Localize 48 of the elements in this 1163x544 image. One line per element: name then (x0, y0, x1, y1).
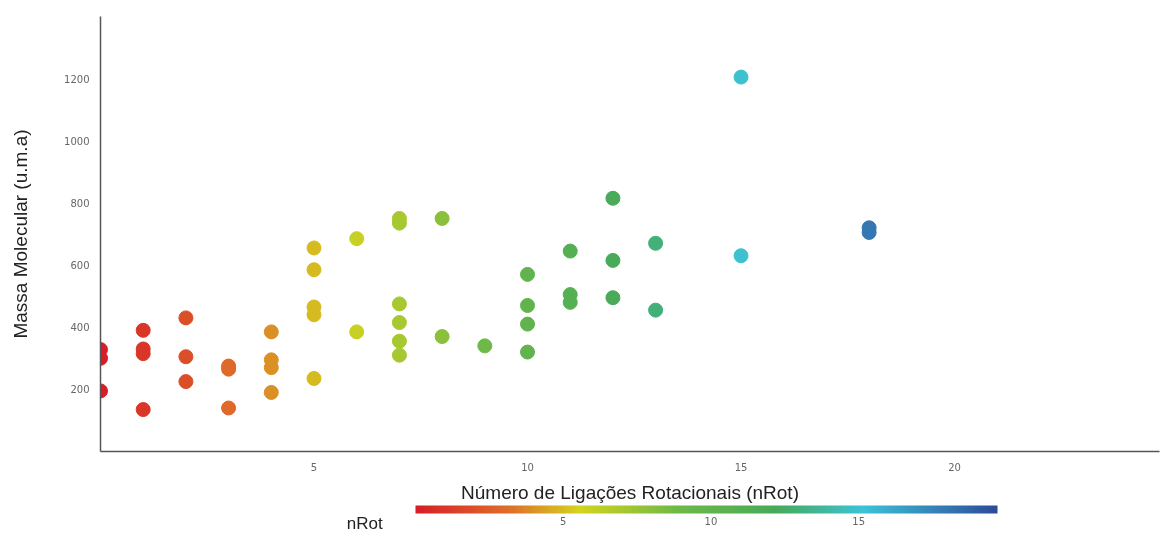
point (178, 374, 194, 390)
point (562, 243, 578, 259)
point (391, 315, 407, 331)
point (605, 252, 621, 268)
point (221, 400, 237, 416)
point (349, 231, 365, 247)
point (263, 324, 279, 340)
y-tick-label: 1200 (64, 73, 90, 85)
point (605, 190, 621, 206)
point (391, 347, 407, 363)
x-tick-label: 15 (734, 461, 748, 473)
point (391, 333, 407, 349)
color-bar-label: 5 (560, 515, 567, 527)
y-tick-label: 400 (70, 322, 90, 334)
point (733, 248, 749, 264)
point (306, 371, 322, 386)
point (520, 266, 536, 282)
point (520, 297, 536, 313)
point (605, 290, 621, 306)
point (434, 329, 450, 345)
point (135, 402, 151, 418)
x-tick-label: 10 (521, 461, 534, 473)
x-tick-label: 5 (310, 461, 318, 473)
point (306, 262, 322, 278)
y-axis-title: Massa Molecular (u.m.a) (10, 129, 32, 339)
point (477, 338, 493, 354)
x-tick-label: 20 (948, 461, 961, 473)
point (178, 349, 194, 365)
x-axis-title: Número de Ligações Rotacionais (nRot) (461, 481, 799, 503)
color-bar-label: 15 (852, 515, 866, 527)
point (263, 384, 279, 400)
y-tick-label: 1000 (64, 135, 90, 147)
point (391, 296, 407, 312)
color-bar-label: 10 (704, 515, 718, 527)
y-tick-label: 200 (70, 384, 90, 396)
color-bar-title: nRot (346, 514, 384, 533)
point (648, 302, 664, 318)
point (520, 344, 536, 360)
point (520, 316, 536, 332)
point (306, 240, 322, 256)
y-tick-label: 600 (70, 260, 90, 272)
point (135, 322, 151, 338)
point (733, 69, 749, 85)
point (434, 210, 450, 226)
y-tick-label: 800 (70, 197, 90, 209)
point (349, 324, 365, 340)
point (648, 235, 664, 251)
point (178, 310, 194, 326)
